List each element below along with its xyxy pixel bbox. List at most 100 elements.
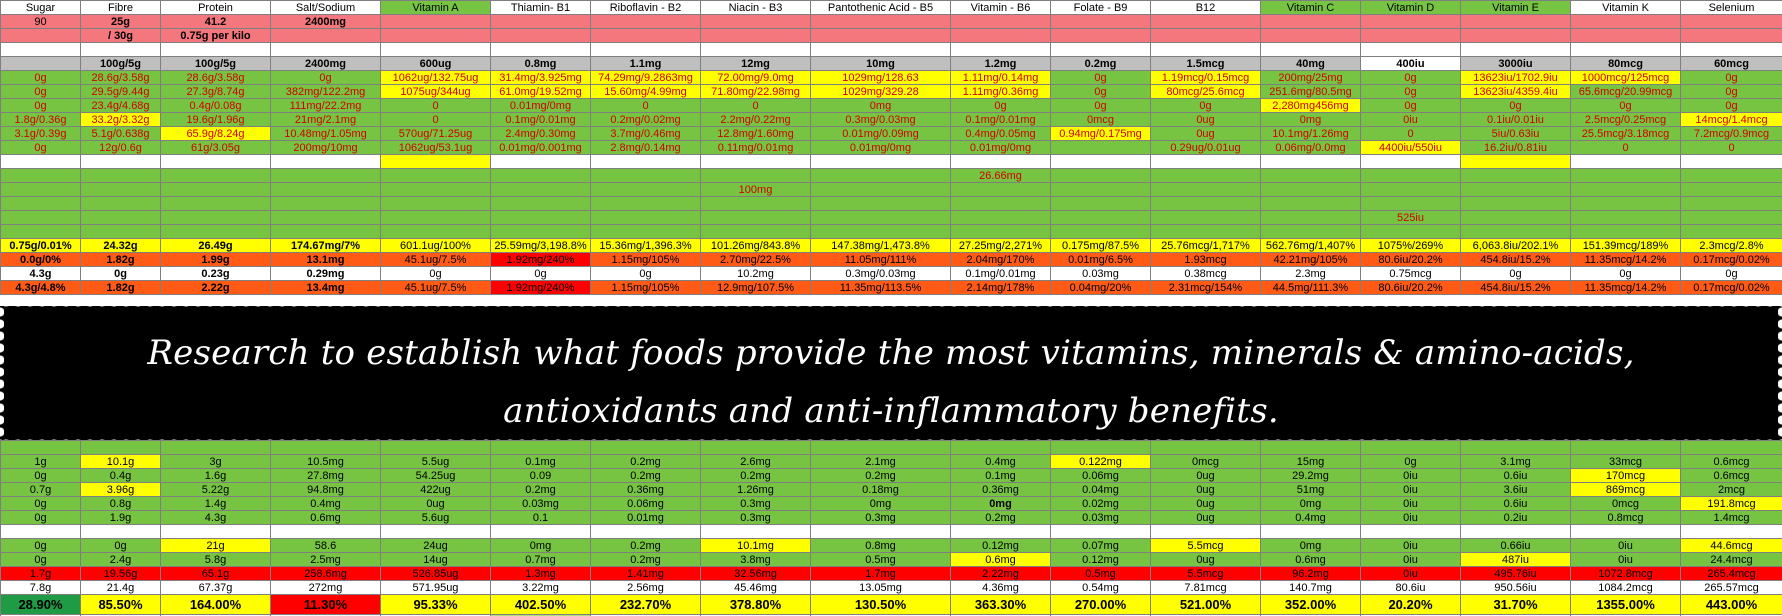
spreadsheet-cell[interactable] bbox=[380, 210, 491, 225]
spreadsheet-cell[interactable]: 27.8mg bbox=[270, 468, 381, 483]
spreadsheet-cell[interactable]: 4400iu/550iu bbox=[1360, 140, 1461, 155]
spreadsheet-cell[interactable]: 0.17mcg/0.02% bbox=[1680, 252, 1782, 267]
spreadsheet-cell[interactable]: 100g/5g bbox=[80, 56, 161, 71]
spreadsheet-cell[interactable] bbox=[490, 42, 591, 57]
spreadsheet-cell[interactable] bbox=[1360, 14, 1461, 29]
spreadsheet-cell[interactable]: 0.06mg bbox=[590, 496, 701, 511]
spreadsheet-cell[interactable] bbox=[1360, 524, 1461, 539]
spreadsheet-cell[interactable]: 25g bbox=[80, 14, 161, 29]
spreadsheet-cell[interactable]: 26.66mg bbox=[950, 168, 1051, 183]
spreadsheet-cell[interactable] bbox=[1460, 210, 1571, 225]
spreadsheet-cell[interactable]: 1075ug/344ug bbox=[380, 84, 491, 99]
spreadsheet-cell[interactable] bbox=[590, 182, 701, 197]
spreadsheet-cell[interactable] bbox=[0, 42, 81, 57]
spreadsheet-cell[interactable] bbox=[270, 28, 381, 43]
spreadsheet-cell[interactable]: 0.7mg bbox=[490, 552, 591, 567]
spreadsheet-cell[interactable]: 0.175mg/87.5% bbox=[1050, 238, 1151, 253]
spreadsheet-cell[interactable] bbox=[1360, 154, 1461, 169]
spreadsheet-cell[interactable]: 0.3mg bbox=[700, 496, 811, 511]
spreadsheet-cell[interactable]: 2.1mg bbox=[810, 454, 951, 469]
spreadsheet-cell[interactable]: 0.3mg/0.03mg bbox=[810, 112, 951, 127]
spreadsheet-cell[interactable]: 11.35mg/113.5% bbox=[810, 280, 951, 295]
spreadsheet-cell[interactable]: 1.82g bbox=[80, 280, 161, 295]
spreadsheet-cell[interactable]: 0g bbox=[0, 510, 81, 525]
spreadsheet-cell[interactable]: / 30g bbox=[80, 28, 161, 43]
spreadsheet-cell[interactable] bbox=[160, 524, 271, 539]
spreadsheet-cell[interactable] bbox=[160, 168, 271, 183]
spreadsheet-cell[interactable]: 0.03mg bbox=[490, 496, 591, 511]
spreadsheet-cell[interactable]: 0.1 bbox=[490, 510, 591, 525]
spreadsheet-cell[interactable]: 0 bbox=[1680, 140, 1782, 155]
spreadsheet-cell[interactable]: 2.5mcg/0.25mcg bbox=[1570, 112, 1681, 127]
spreadsheet-cell[interactable]: 4.3g bbox=[160, 510, 271, 525]
spreadsheet-cell[interactable] bbox=[1680, 524, 1782, 539]
spreadsheet-cell[interactable]: 21mg/2.1mg bbox=[270, 112, 381, 127]
spreadsheet-cell[interactable]: 6,063.8iu/202.1% bbox=[1460, 238, 1571, 253]
spreadsheet-cell[interactable]: 0g bbox=[1050, 84, 1151, 99]
spreadsheet-cell[interactable]: 601.1ug/100% bbox=[380, 238, 491, 253]
spreadsheet-cell[interactable]: 2.6mg bbox=[700, 454, 811, 469]
spreadsheet-cell[interactable] bbox=[1360, 182, 1461, 197]
spreadsheet-cell[interactable]: Selenium bbox=[1680, 0, 1782, 15]
spreadsheet-cell[interactable] bbox=[1360, 168, 1461, 183]
spreadsheet-cell[interactable]: 0iu bbox=[1360, 552, 1461, 567]
spreadsheet-cell[interactable]: 487iu bbox=[1460, 552, 1571, 567]
spreadsheet-cell[interactable]: 0.11mg/0.01mg bbox=[700, 140, 811, 155]
spreadsheet-cell[interactable]: 13623iu/4359.4iu bbox=[1460, 84, 1571, 99]
spreadsheet-cell[interactable]: 0g bbox=[1570, 266, 1681, 281]
spreadsheet-cell[interactable]: 3000iu bbox=[1460, 56, 1571, 71]
spreadsheet-cell[interactable]: 0mg bbox=[810, 98, 951, 113]
spreadsheet-cell[interactable] bbox=[0, 56, 81, 71]
spreadsheet-cell[interactable]: 147.38mg/1,473.8% bbox=[810, 238, 951, 253]
spreadsheet-cell[interactable]: 251.6mg/80.5mg bbox=[1260, 84, 1361, 99]
spreadsheet-cell[interactable] bbox=[810, 154, 951, 169]
spreadsheet-cell[interactable]: 0.36mg bbox=[590, 482, 701, 497]
spreadsheet-cell[interactable] bbox=[270, 42, 381, 57]
spreadsheet-cell[interactable] bbox=[810, 440, 951, 455]
spreadsheet-cell[interactable]: 151.39mcg/189% bbox=[1570, 238, 1681, 253]
spreadsheet-cell[interactable] bbox=[1050, 196, 1151, 211]
spreadsheet-cell[interactable] bbox=[0, 440, 81, 455]
spreadsheet-cell[interactable]: 2.14mg/178% bbox=[950, 280, 1051, 295]
spreadsheet-cell[interactable]: 382mg/122.2mg bbox=[270, 84, 381, 99]
spreadsheet-cell[interactable]: 0g bbox=[0, 496, 81, 511]
spreadsheet-cell[interactable]: 0.23g bbox=[160, 266, 271, 281]
spreadsheet-cell[interactable]: 174.67mg/7% bbox=[270, 238, 381, 253]
spreadsheet-cell[interactable]: 272mg bbox=[270, 580, 381, 595]
spreadsheet-cell[interactable] bbox=[1570, 14, 1681, 29]
spreadsheet-cell[interactable]: 0 bbox=[1570, 140, 1681, 155]
spreadsheet-cell[interactable]: 45.46mg bbox=[700, 580, 811, 595]
spreadsheet-cell[interactable] bbox=[590, 210, 701, 225]
spreadsheet-cell[interactable]: 140.7mg bbox=[1260, 580, 1361, 595]
spreadsheet-cell[interactable] bbox=[590, 42, 701, 57]
spreadsheet-cell[interactable]: 0ug bbox=[1150, 126, 1261, 141]
spreadsheet-cell[interactable]: 12g/0.6g bbox=[80, 140, 161, 155]
spreadsheet-cell[interactable] bbox=[700, 14, 811, 29]
spreadsheet-cell[interactable] bbox=[1050, 14, 1151, 29]
spreadsheet-cell[interactable]: 20.20% bbox=[1360, 594, 1461, 615]
spreadsheet-cell[interactable]: 85.50% bbox=[80, 594, 161, 615]
spreadsheet-cell[interactable]: Vitamin - B6 bbox=[950, 0, 1051, 15]
spreadsheet-cell[interactable]: 0.1mg/0.01mg bbox=[490, 112, 591, 127]
spreadsheet-cell[interactable] bbox=[1050, 154, 1151, 169]
spreadsheet-cell[interactable]: 51mg bbox=[1260, 482, 1361, 497]
spreadsheet-cell[interactable]: 80.6iu/20.2% bbox=[1360, 280, 1461, 295]
spreadsheet-cell[interactable]: 1.4g bbox=[160, 496, 271, 511]
spreadsheet-cell[interactable]: 24.32g bbox=[80, 238, 161, 253]
spreadsheet-cell[interactable]: 0 bbox=[380, 98, 491, 113]
spreadsheet-cell[interactable]: 2.56mg bbox=[590, 580, 701, 595]
spreadsheet-cell[interactable]: 2.22g bbox=[160, 280, 271, 295]
spreadsheet-cell[interactable]: 270.00% bbox=[1050, 594, 1151, 615]
spreadsheet-cell[interactable]: 0.2mg bbox=[490, 482, 591, 497]
spreadsheet-cell[interactable]: 0.8mg bbox=[810, 538, 951, 553]
spreadsheet-cell[interactable]: 495.76iu bbox=[1460, 566, 1571, 581]
spreadsheet-cell[interactable]: 0g bbox=[1360, 70, 1461, 85]
spreadsheet-cell[interactable]: 2.70mg/22.5% bbox=[700, 252, 811, 267]
spreadsheet-cell[interactable]: 2.31mcg/154% bbox=[1150, 280, 1261, 295]
spreadsheet-cell[interactable]: 0g bbox=[1050, 70, 1151, 85]
spreadsheet-cell[interactable]: 95.33% bbox=[380, 594, 491, 615]
spreadsheet-cell[interactable] bbox=[1570, 440, 1681, 455]
spreadsheet-cell[interactable] bbox=[1360, 28, 1461, 43]
spreadsheet-cell[interactable] bbox=[380, 182, 491, 197]
spreadsheet-cell[interactable]: 0g bbox=[1680, 98, 1782, 113]
